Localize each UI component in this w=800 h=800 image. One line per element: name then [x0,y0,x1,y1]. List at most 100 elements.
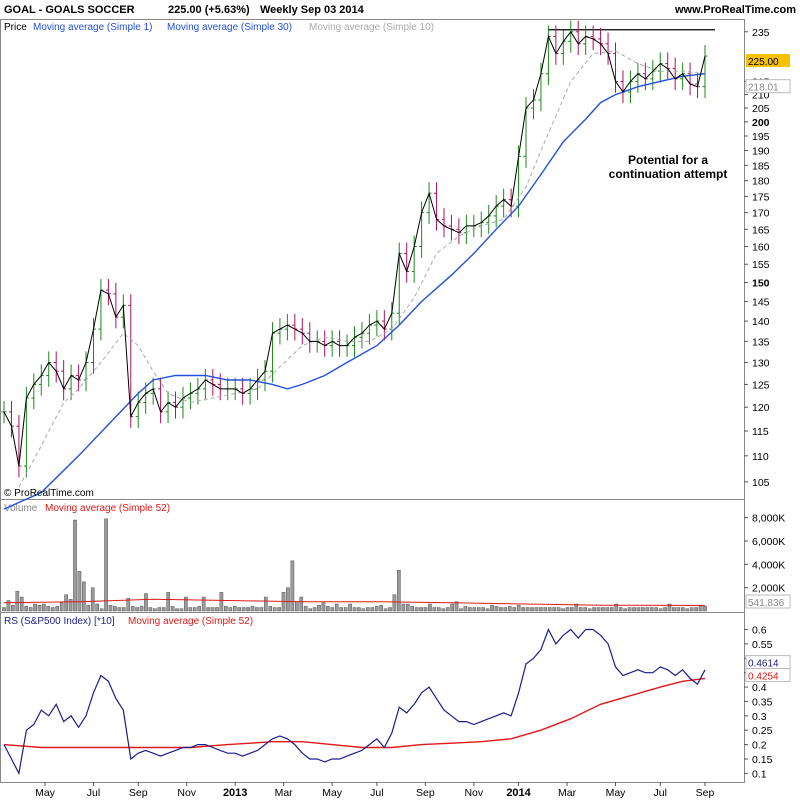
volume-bar [55,606,60,612]
volume-value-tag-box [745,594,791,609]
rs-tick-label: 0.6 [752,625,767,637]
volume-tick-label: 6,000K [752,536,785,548]
volume-bar [561,608,565,612]
volume-bar [366,607,370,612]
rs-tick-label: 0.55 [752,639,773,651]
volume-bar [188,607,193,612]
x-tick-label: May [35,787,56,799]
volume-bar [232,606,237,612]
volume-bar [587,608,592,612]
rs-ma-value-tag: 0.4254 [748,672,779,683]
legend-volume-ma52: Moving average (Simple 52) [45,503,170,514]
volume-bar [277,607,281,612]
volume-bar [450,603,454,612]
volume-bar [299,596,304,612]
volume-bar [42,603,46,612]
volume-bar [272,607,277,612]
volume-bar [641,607,645,612]
volume-bar [130,606,135,612]
volume-bar [374,606,379,612]
volume-bar [117,607,122,612]
volume-bar [121,607,126,612]
volume-bar [627,607,632,612]
price-tick-label: 185 [752,160,770,172]
volume-legend: Volume Moving average (Simple 52) [4,503,170,514]
volume-y-axis: 2,000K 4,000K 6,000K 8,000K 541,836 [744,513,791,609]
volume-bar [352,607,357,612]
volume-bar [490,604,494,612]
price-tick-label: 165 [752,224,770,236]
price-tick-label: 195 [752,131,770,143]
volume-bar [175,608,179,612]
volume-bar [645,607,650,612]
last-price-tag-box [746,54,790,68]
volume-bar [525,607,530,612]
volume-bar [326,606,330,612]
volume-bar [649,607,654,612]
volume-bar [419,607,423,612]
volume-bar [308,608,312,612]
volume-bar [512,607,517,612]
volume-bar [521,607,525,612]
price-close-line [3,30,706,467]
volume-bar [463,606,468,612]
x-tick-label: Jul [370,787,383,799]
volume-bar [215,607,219,612]
volume-bar [685,608,690,612]
volume-bar [499,607,503,612]
volume-bar [410,606,414,612]
volume-bar [259,607,264,612]
rs-tick-label: 0.4 [752,682,767,694]
chart-annotation: Potential for a continuation attempt [609,153,728,181]
last-price-change: 225.00 (+5.63%) [168,4,250,16]
price-tick-label: 135 [752,336,770,348]
volume-bar [126,597,131,612]
site-url[interactable]: www.ProRealTime.com [674,4,796,16]
x-tick-label: Nov [177,787,196,799]
x-tick-label: Mar [275,787,294,799]
volume-bar [241,607,246,612]
rs-tick-label: 0.1 [752,768,767,780]
x-tick-label: Jul [654,787,667,799]
rs-ma-value-tag-box [745,668,791,683]
volume-bar [539,607,543,612]
price-tick-label: 155 [752,259,770,271]
volume-bar [423,607,428,612]
price-tick-label: 130 [752,357,770,369]
volume-bar [689,607,694,612]
volume-bar [37,604,42,612]
volume-bar [401,603,406,612]
volume-bar [192,607,197,612]
period-label: Weekly Sep 03 2014 [260,4,365,16]
volume-bar [104,518,108,612]
rs-legend: RS (S&P500 Index) [*10] Moving average (… [4,616,253,627]
volume-bar [19,596,24,612]
volume-bar [24,606,28,612]
x-tick-label: Nov [464,787,483,799]
volume-bar [33,603,37,612]
volume-bar [135,607,139,612]
volume-bar [476,607,481,612]
volume-bar [11,604,15,612]
volume-bar [516,604,521,612]
price-legend: Price Moving average (Simple 1) Moving a… [4,22,434,33]
volume-bar [99,608,104,612]
ma10-line [18,50,706,488]
volume-bar [348,603,352,612]
volume-bar [547,607,552,612]
volume-bar [472,607,477,612]
price-tick-label: 180 [752,176,770,188]
volume-bar [405,603,410,612]
volume-bar [197,606,202,612]
volume-bar [219,592,224,612]
volume-bar [246,607,250,612]
rs-tick-label: 0.2 [752,740,767,752]
legend-ma10: Moving average (Simple 10) [309,22,434,33]
volume-bar [543,607,548,612]
volume-plot [2,518,707,612]
rs-tick-label: 0.25 [752,725,773,737]
volume-bar [432,607,437,612]
copyright: © ProRealTime.com [4,488,94,499]
volume-bar [250,606,255,612]
volume-bar [86,604,91,612]
